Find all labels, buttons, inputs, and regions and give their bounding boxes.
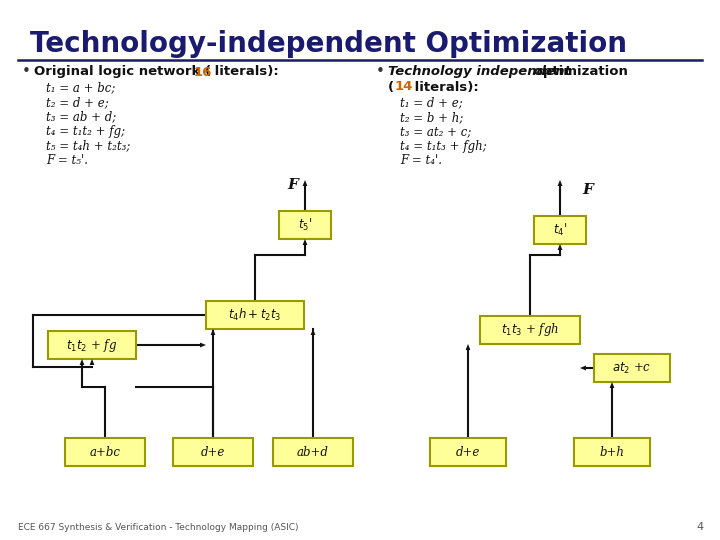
Text: $t_1t_2$ + fg: $t_1t_2$ + fg <box>66 336 117 354</box>
Polygon shape <box>302 239 307 245</box>
Text: t₅ = t₄h + t₂t₃;: t₅ = t₄h + t₂t₃; <box>46 139 130 152</box>
Text: F: F <box>287 178 298 192</box>
Text: 16: 16 <box>194 65 212 78</box>
Polygon shape <box>80 359 84 365</box>
Text: Technology-independent Optimization: Technology-independent Optimization <box>30 30 627 58</box>
Text: $t_1t_3$ + fgh: $t_1t_3$ + fgh <box>501 321 559 339</box>
FancyBboxPatch shape <box>534 216 586 244</box>
Text: $at_2$ +c: $at_2$ +c <box>612 361 652 375</box>
FancyBboxPatch shape <box>430 438 506 466</box>
Text: d+e: d+e <box>456 446 480 458</box>
Text: Original logic network (: Original logic network ( <box>34 65 211 78</box>
Text: optimization: optimization <box>529 65 628 78</box>
FancyBboxPatch shape <box>65 438 145 466</box>
FancyBboxPatch shape <box>279 211 331 239</box>
Polygon shape <box>466 344 470 350</box>
Polygon shape <box>89 359 94 365</box>
Polygon shape <box>557 180 562 186</box>
Text: ab+d: ab+d <box>297 446 329 458</box>
Polygon shape <box>200 342 206 347</box>
Text: literals):: literals): <box>210 65 279 78</box>
Text: t₄ = t₁t₂ + fg;: t₄ = t₁t₂ + fg; <box>46 125 125 138</box>
Text: literals):: literals): <box>410 80 479 93</box>
Text: t₁ = d + e;: t₁ = d + e; <box>400 97 463 110</box>
FancyBboxPatch shape <box>480 316 580 344</box>
Text: F: F <box>582 183 593 197</box>
Text: ECE 667 Synthesis & Verification - Technology Mapping (ASIC): ECE 667 Synthesis & Verification - Techn… <box>18 523 299 532</box>
Text: d+e: d+e <box>201 446 225 458</box>
Text: $t_4h + t_2t_3$: $t_4h + t_2t_3$ <box>228 307 282 323</box>
FancyBboxPatch shape <box>206 301 304 329</box>
Polygon shape <box>580 366 586 370</box>
Text: t₃ = at₂ + c;: t₃ = at₂ + c; <box>400 125 472 138</box>
FancyBboxPatch shape <box>48 331 136 359</box>
Text: t₃ = ab + d;: t₃ = ab + d; <box>46 111 116 124</box>
Polygon shape <box>210 329 215 335</box>
Text: F = t₄'.: F = t₄'. <box>400 154 442 167</box>
Text: 4: 4 <box>697 522 704 532</box>
Text: t₁ = a + bc;: t₁ = a + bc; <box>46 82 115 94</box>
Text: t₂ = b + h;: t₂ = b + h; <box>400 111 464 124</box>
FancyBboxPatch shape <box>273 438 353 466</box>
Polygon shape <box>610 382 614 388</box>
Polygon shape <box>310 329 315 335</box>
Text: b+h: b+h <box>600 446 624 458</box>
Text: 14: 14 <box>395 80 413 93</box>
FancyBboxPatch shape <box>594 354 670 382</box>
Polygon shape <box>557 244 562 250</box>
Text: •: • <box>22 64 31 79</box>
FancyBboxPatch shape <box>574 438 650 466</box>
Text: $t_5$': $t_5$' <box>298 217 312 233</box>
Text: •: • <box>376 64 385 79</box>
Text: (: ( <box>388 80 394 93</box>
Text: Technology independent: Technology independent <box>388 65 571 78</box>
Text: t₂ = d + e;: t₂ = d + e; <box>46 96 109 109</box>
FancyBboxPatch shape <box>173 438 253 466</box>
Text: $t_4$': $t_4$' <box>553 222 567 238</box>
Text: a+bc: a+bc <box>89 446 120 458</box>
Text: F = t₅'.: F = t₅'. <box>46 154 88 167</box>
Polygon shape <box>302 180 307 186</box>
Text: t₄ = t₁t₃ + fgh;: t₄ = t₁t₃ + fgh; <box>400 140 487 153</box>
